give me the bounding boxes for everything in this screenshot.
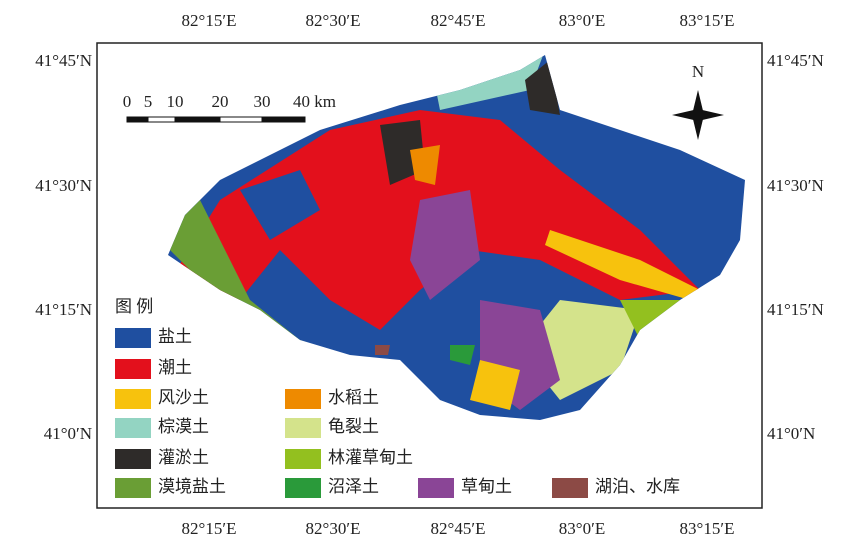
legend-swatch [418,478,454,498]
legend-label: 草甸土 [461,477,512,496]
legend-swatch [115,359,151,379]
north-label: N [692,62,704,81]
lake-area [375,345,390,355]
lat-label: 41°30′N [35,176,92,195]
scale-label: 0 [123,92,132,111]
legend-label: 龟裂土 [328,417,379,436]
map-figure: 82°15′E 82°15′E 82°30′E 82°30′E 82°45′E 82°45… [0,0,842,542]
north-arrow [672,90,724,140]
scale-label: 5 [144,92,153,111]
legend-label: 林灌草甸土 [328,448,413,467]
legend-swatch [115,449,151,469]
lon-label: 82°15′E [182,11,237,30]
legend-label: 湖泊、水库 [595,477,680,496]
legend-swatch [115,389,151,409]
scale-bar-segment [148,117,175,122]
lon-label: 83°15′E [680,11,735,30]
legend-swatch [285,418,321,438]
soil-map [160,50,760,430]
lat-label: 41°45′N [35,51,92,70]
scale-label: 40 km [293,92,336,111]
lon-label: 83°0′E [559,519,605,538]
legend-swatch [115,418,151,438]
legend-swatch [285,478,321,498]
legend-swatch [115,478,151,498]
scale-label: 20 [212,92,229,111]
lon-label: 82°45′E [431,11,486,30]
legend-swatch [115,328,151,348]
lat-label: 41°0′N [44,424,92,443]
lon-label: 83°0′E [559,11,605,30]
lon-label: 82°30′E [306,11,361,30]
scale-bar-segment [127,117,148,122]
north-arrow-cross [672,109,724,121]
scale-label: 30 [254,92,271,111]
legend-title: 图 例 [115,297,153,316]
lat-label: 41°15′N [35,300,92,319]
legend-label: 水稻土 [328,388,379,407]
lat-label: 41°45′N [767,51,824,70]
scale-bar-segment [175,117,220,122]
legend-swatch [285,389,321,409]
legend-label: 漠境盐土 [158,477,226,496]
lat-label: 41°30′N [767,176,824,195]
lat-label: 41°0′N [767,424,815,443]
lon-label: 82°15′E [182,519,237,538]
legend-label: 灌淤土 [158,448,209,467]
legend-label: 潮土 [158,358,192,377]
lon-label: 83°15′E [680,519,735,538]
scale-label: 10 [167,92,184,111]
legend-swatch [552,478,588,498]
lon-label: 82°45′E [431,519,486,538]
legend-label: 风沙土 [158,388,209,407]
lon-label: 82°30′E [306,519,361,538]
lat-label: 41°15′N [767,300,824,319]
scale-bar-segment [220,117,262,122]
legend-label: 盐土 [158,327,192,346]
legend-swatch [285,449,321,469]
scale-bar-segment [262,117,305,122]
legend-label: 沼泽土 [328,477,379,496]
legend-label: 棕漠土 [158,417,209,436]
